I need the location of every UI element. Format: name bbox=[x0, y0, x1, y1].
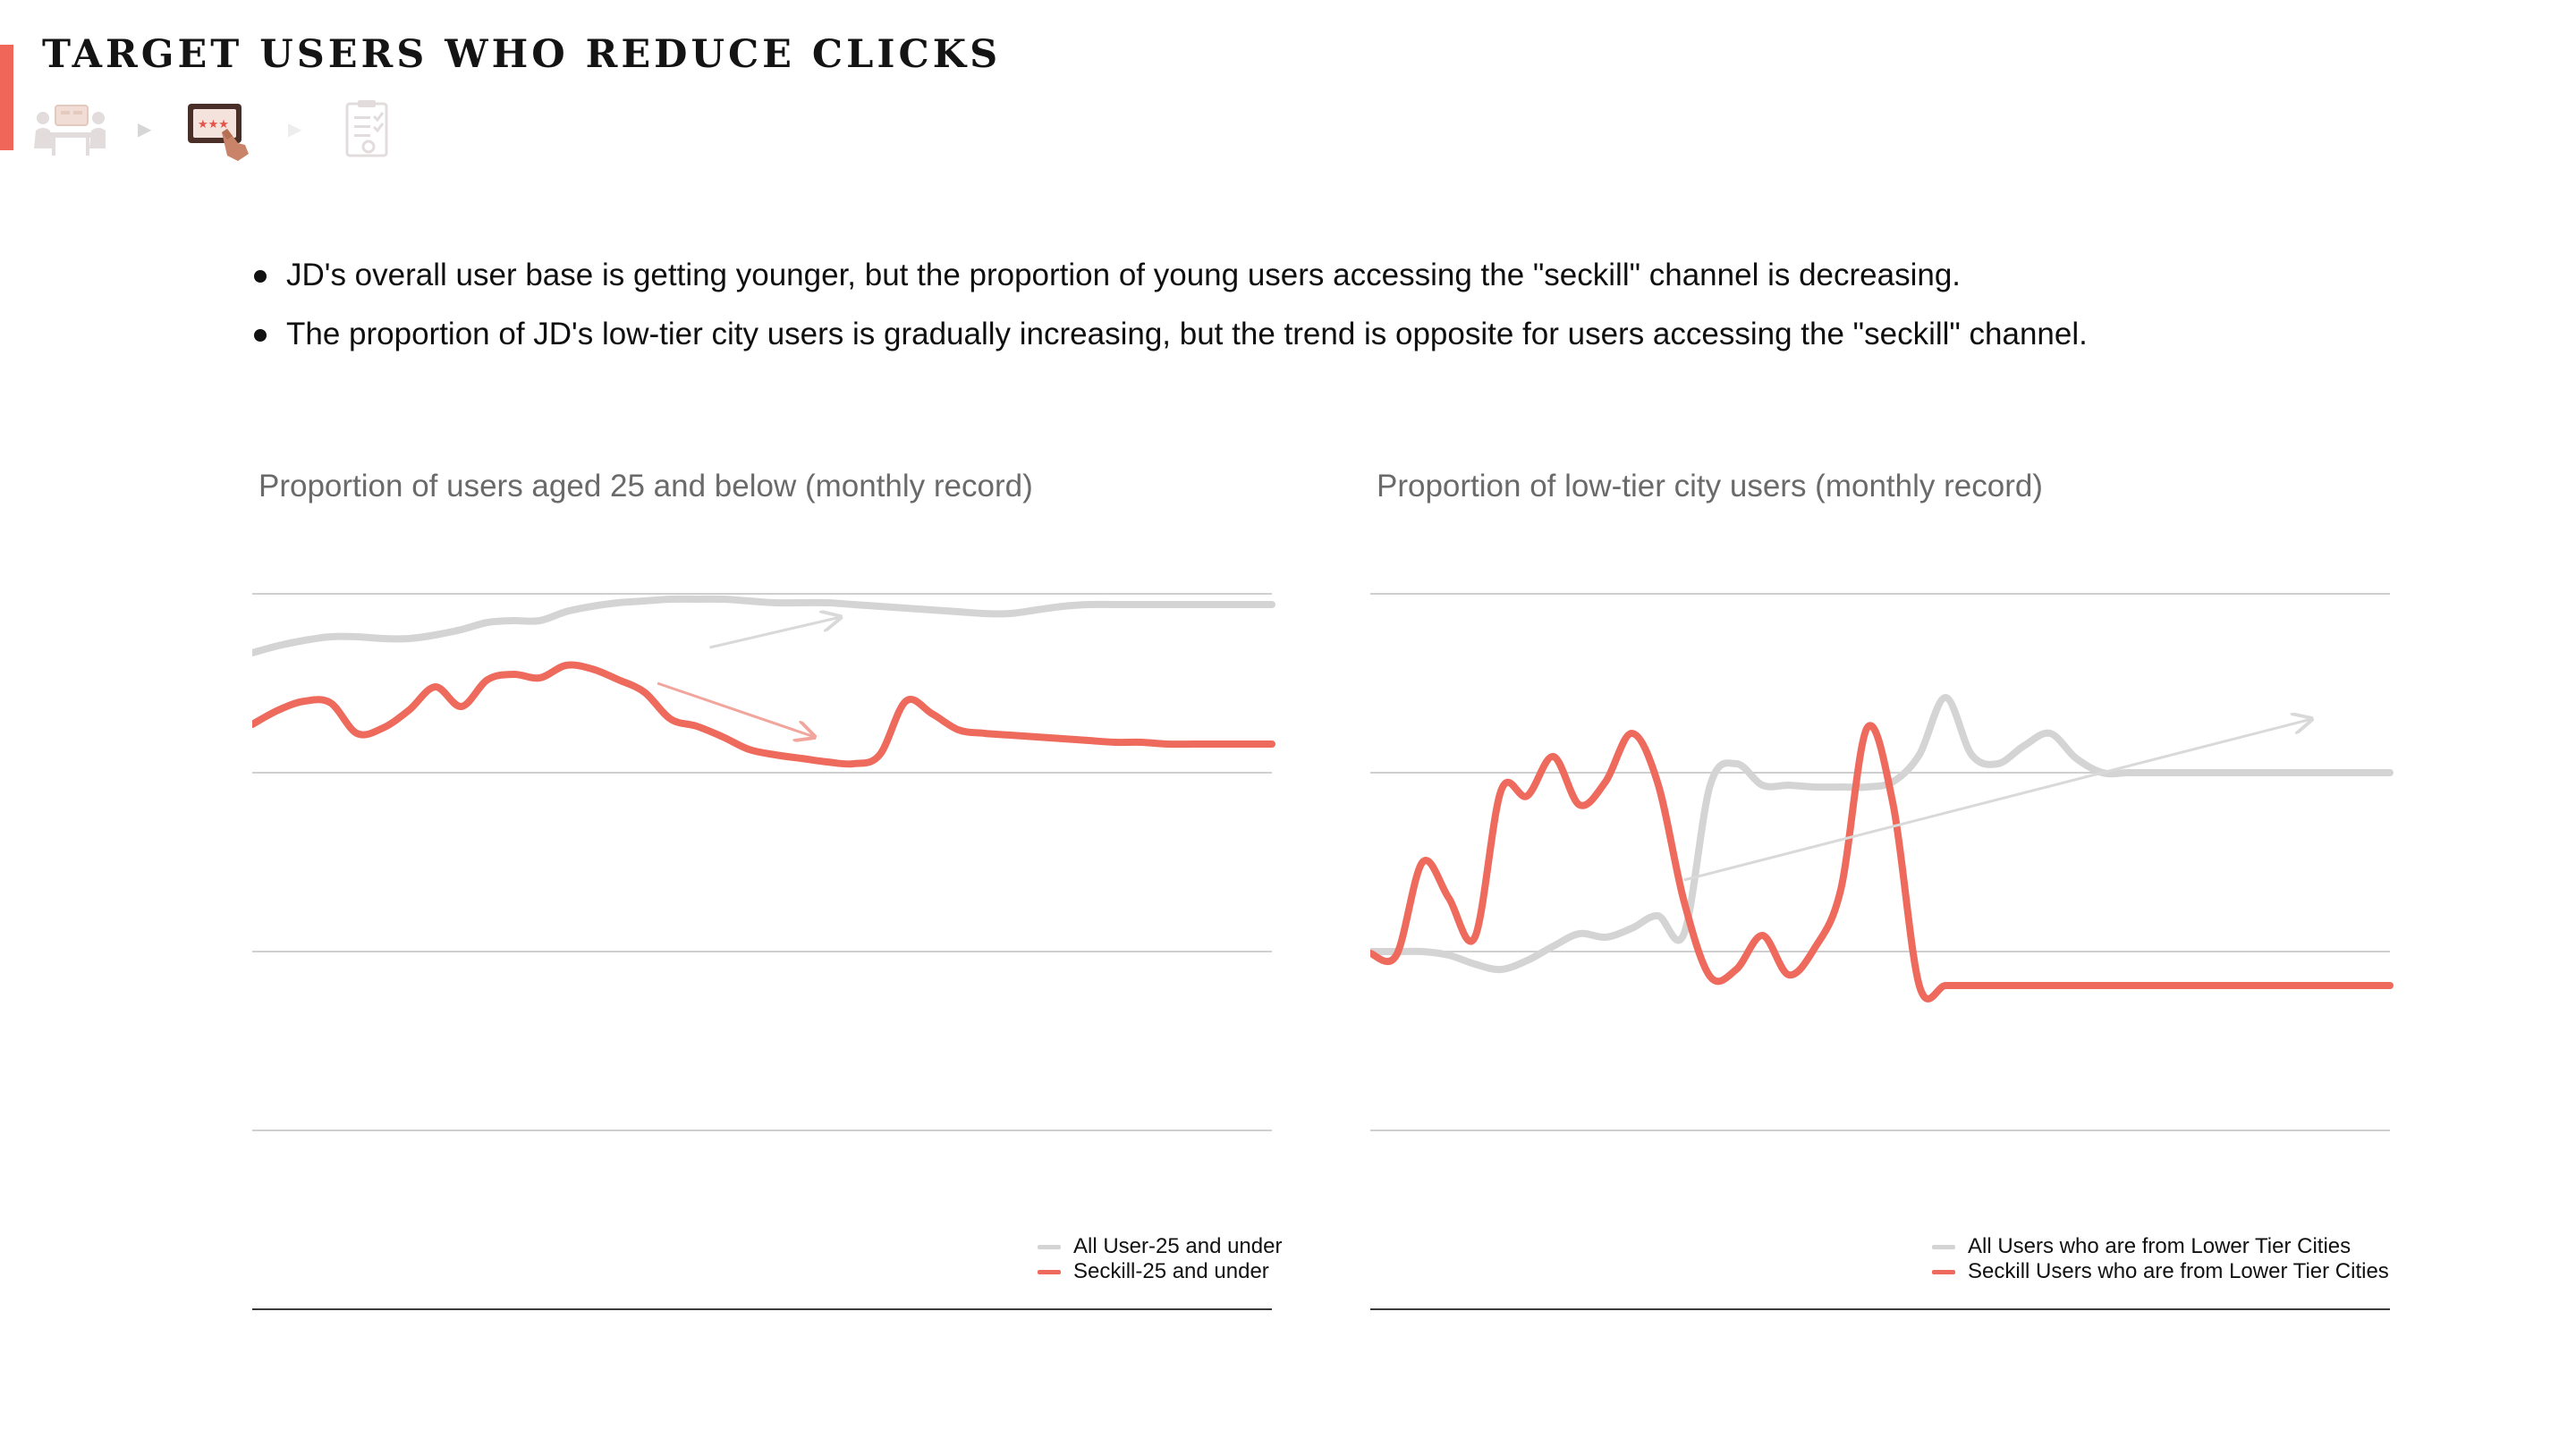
summary-bullets: JD's overall user base is getting younge… bbox=[252, 256, 2088, 374]
line-chart-svg bbox=[1370, 593, 2394, 1310]
series-line-1 bbox=[252, 595, 1275, 656]
step-arrow-icon: ▶ bbox=[138, 118, 152, 140]
chart-title: Proportion of users aged 25 and below (m… bbox=[258, 469, 1033, 503]
chart-legend: All User-25 and under Seckill-25 and und… bbox=[1038, 1234, 1282, 1284]
legend-label: All Users who are from Lower Tier Cities bbox=[1968, 1234, 2351, 1258]
legend-label: Seckill-25 and under bbox=[1073, 1259, 1269, 1283]
legend-item: Seckill Users who are from Lower Tier Ci… bbox=[1932, 1259, 2389, 1284]
accent-bar bbox=[0, 45, 13, 150]
legend-swatch bbox=[1932, 1269, 1955, 1274]
chart-title: Proportion of low-tier city users (month… bbox=[1377, 469, 2043, 503]
legend-item: All User-25 and under bbox=[1038, 1234, 1282, 1259]
legend-swatch bbox=[1038, 1269, 1061, 1274]
series-line-2 bbox=[252, 661, 1275, 768]
series-line-2 bbox=[1370, 722, 2394, 1003]
series-line-1 bbox=[1370, 694, 2394, 974]
meeting-people-icon bbox=[32, 98, 107, 167]
legend-item: Seckill-25 and under bbox=[1038, 1259, 1282, 1284]
legend-label: Seckill Users who are from Lower Tier Ci… bbox=[1968, 1259, 2389, 1283]
trend-arrow bbox=[657, 681, 814, 737]
svg-text:★★★: ★★★ bbox=[198, 118, 229, 131]
tablet-tap-icon: ★★★ bbox=[186, 98, 261, 167]
trend-arrow bbox=[1683, 719, 2312, 882]
legend-label: All User-25 and under bbox=[1073, 1234, 1283, 1258]
bullet-item: The proportion of JD's low-tier city use… bbox=[252, 315, 2088, 354]
line-chart-svg bbox=[252, 593, 1275, 1310]
bullet-item: JD's overall user base is getting younge… bbox=[252, 256, 2088, 295]
chart-young-users: Proportion of users aged 25 and below (m… bbox=[252, 461, 1326, 1320]
chart-low-tier-users: Proportion of low-tier city users (month… bbox=[1370, 461, 2444, 1320]
step-arrow-icon: ▶ bbox=[288, 118, 302, 140]
legend-swatch bbox=[1038, 1244, 1061, 1249]
progress-steps: ▶ ★★★ ▶ bbox=[32, 98, 408, 170]
page-title: TARGET USERS WHO REDUCE CLICKS bbox=[42, 32, 1002, 77]
trend-arrow bbox=[709, 617, 841, 649]
checklist-icon bbox=[342, 98, 395, 167]
legend-item: All Users who are from Lower Tier Cities bbox=[1932, 1234, 2389, 1259]
legend-swatch bbox=[1932, 1244, 1955, 1249]
chart-legend: All Users who are from Lower Tier Cities… bbox=[1932, 1234, 2389, 1284]
